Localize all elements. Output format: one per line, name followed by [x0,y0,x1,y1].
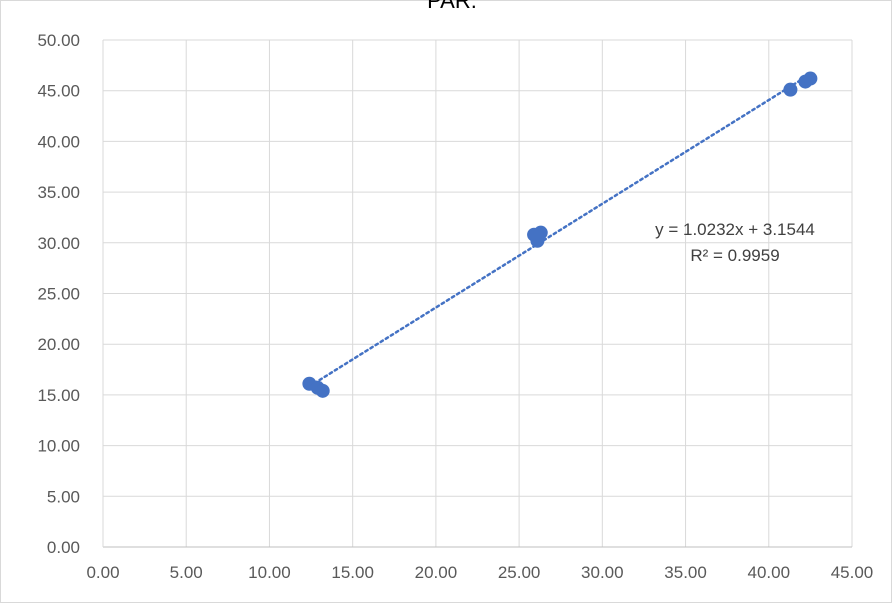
y-tick-label: 25.00 [37,285,80,304]
x-tick-label: 35.00 [664,563,707,582]
y-tick-label: 10.00 [37,437,80,456]
trendline-equation: y = 1.0232x + 3.1544 [655,220,815,239]
y-tick-label: 15.00 [37,386,80,405]
y-tick-label: 30.00 [37,234,80,253]
data-point [783,82,798,97]
x-tick-label: 40.00 [748,563,791,582]
linear-trendline [308,72,812,388]
x-tick-label: 30.00 [581,563,624,582]
data-points [302,71,818,398]
y-tick-label: 35.00 [37,183,80,202]
data-point [533,225,548,240]
x-tick-label: 5.00 [170,563,203,582]
x-tick-label: 45.00 [831,563,874,582]
y-tick-label: 45.00 [37,82,80,101]
chart-title: PAR. [427,0,477,13]
x-tick-label: 20.00 [415,563,458,582]
x-tick-label: 0.00 [86,563,119,582]
y-tick-label: 0.00 [47,538,80,557]
data-point [803,71,818,86]
trendline-r-squared: R² = 0.9959 [690,246,779,265]
x-tick-label: 10.00 [248,563,291,582]
y-tick-label: 20.00 [37,335,80,354]
x-tick-label: 15.00 [331,563,374,582]
y-tick-label: 50.00 [37,31,80,50]
trendline-group [308,72,812,388]
y-tick-label: 5.00 [47,487,80,506]
data-point [315,383,330,398]
x-tick-label: 25.00 [498,563,541,582]
y-tick-label: 40.00 [37,132,80,151]
axes: 0.00 5.00 10.00 15.00 20.00 25.00 30.00 35.00 40… [37,31,873,582]
